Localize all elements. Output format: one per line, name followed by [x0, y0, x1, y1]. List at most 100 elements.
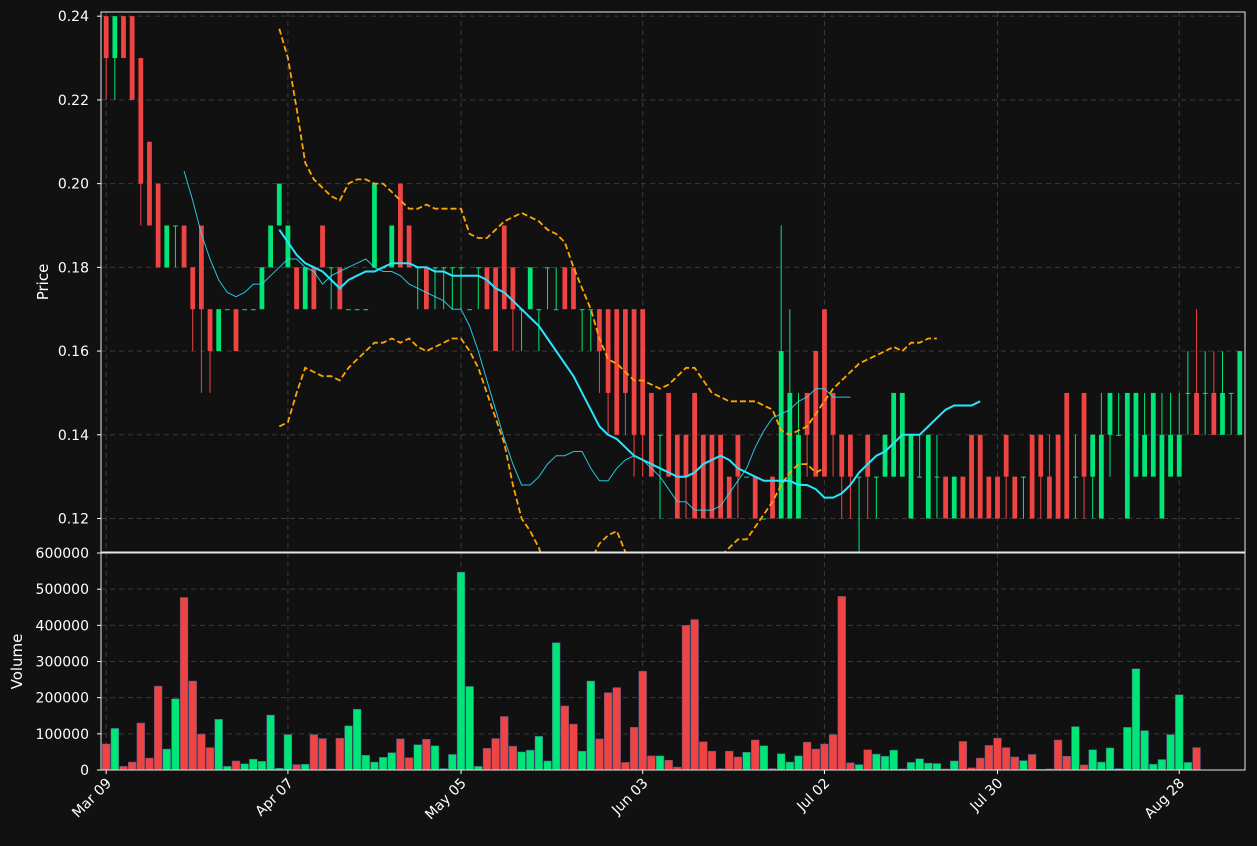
price-y-tick-label: 0.18 [58, 260, 89, 276]
volume-bar-up [1105, 747, 1115, 770]
volume-bar-down [396, 738, 405, 770]
candle-down [484, 267, 490, 310]
volume-bar-down [733, 756, 743, 770]
volume-bar-up [171, 698, 180, 770]
x-tick-label: Jun 03 [608, 776, 651, 819]
candle-up [346, 309, 351, 311]
candle-down [311, 267, 317, 310]
candle-down [1047, 476, 1052, 519]
volume-bar-up [1019, 760, 1028, 770]
candle-up [1150, 392, 1156, 477]
candle-up [1098, 434, 1104, 519]
candle-down [839, 434, 845, 477]
candle-up [389, 225, 395, 268]
volume-bar-up [439, 768, 448, 770]
volume-bar-up [1175, 694, 1184, 770]
volume-bar-down [1010, 756, 1019, 770]
volume-bar-up [283, 734, 293, 770]
volume-bar-down [197, 733, 206, 770]
volume-bar-down [404, 757, 414, 770]
candle-down [752, 476, 758, 519]
candle-down [726, 476, 732, 519]
volume-bar-down [863, 749, 872, 770]
volume-bar-down [119, 766, 128, 770]
volume-bar-down [828, 734, 838, 770]
volume-bar-up [586, 680, 595, 770]
candle-down [423, 267, 429, 310]
volume-bar-up [387, 752, 396, 770]
volume-bar-up [361, 754, 370, 770]
candle-up [173, 225, 178, 227]
volume-bar-down [318, 738, 327, 770]
candle-up [216, 309, 222, 352]
volume-y-tick-label: 600000 [36, 546, 89, 562]
candle-down [1064, 392, 1070, 519]
volume-bar-down [958, 741, 968, 770]
candle-up [882, 434, 888, 477]
candle-up [925, 434, 931, 519]
fast-moving-average-line [183, 170, 851, 511]
volume-axis-label: Volume [8, 634, 26, 690]
candle-up [242, 309, 248, 311]
candle-down [770, 476, 775, 519]
candle-up [657, 434, 663, 436]
volume-bar-down [725, 750, 734, 770]
volume-bar-up [577, 750, 587, 770]
candle-up [363, 309, 369, 311]
volume-bar-up [249, 758, 258, 770]
volume-bar-down [231, 760, 241, 770]
candle-down [510, 267, 516, 310]
candle-up [787, 392, 793, 519]
volume-bar-down [179, 597, 189, 770]
volume-bar-down [699, 741, 708, 770]
volume-bar-down [820, 743, 829, 770]
candle-down [943, 476, 948, 519]
volume-bar-down [491, 738, 500, 770]
volume-bar-up [759, 745, 769, 770]
candle-down [666, 392, 672, 477]
volume-bar-up [915, 758, 924, 770]
candle-down [709, 434, 715, 519]
candle-up [1168, 434, 1173, 477]
candle-up [536, 309, 542, 311]
candle-down [692, 392, 698, 519]
volume-bar-down [188, 680, 197, 770]
candle-down [597, 309, 602, 352]
candle-up [1133, 392, 1139, 477]
candle-down [501, 225, 507, 310]
x-tick-label: Mar 09 [69, 776, 115, 822]
price-axis-label: Price [34, 264, 52, 301]
candle-up [1021, 476, 1026, 478]
candle-down [822, 309, 827, 477]
volume-bar-down [595, 738, 604, 770]
candle-down [207, 309, 213, 352]
volume-bar-down [482, 748, 492, 770]
candle-down [1055, 434, 1061, 519]
price-y-tick-label: 0.14 [58, 428, 89, 444]
candle-down [735, 434, 741, 477]
volume-y-tick-label: 300000 [36, 655, 89, 671]
volume-bar-up [932, 763, 942, 770]
candle-up [778, 351, 784, 519]
volume-bar-up [465, 686, 474, 770]
candle-down [1029, 434, 1035, 519]
candle-down [804, 392, 810, 435]
candle-down [623, 309, 628, 393]
candle-up [164, 225, 170, 268]
volume-bar-up [906, 762, 916, 770]
volume-bar-up [1114, 768, 1123, 770]
volume-bar-down [422, 739, 431, 770]
volume-bar-up [543, 760, 552, 770]
candle-down [121, 16, 126, 59]
volume-bar-up [413, 744, 422, 770]
candle-down [614, 309, 620, 435]
candle-down [103, 16, 109, 59]
candle-up [259, 267, 265, 310]
candle-down [960, 476, 966, 519]
candle-down [848, 434, 853, 477]
volume-bar-down [500, 716, 509, 770]
candle-down [406, 225, 412, 268]
volume-bar-up [880, 756, 890, 770]
volume-bar-up [266, 714, 275, 770]
